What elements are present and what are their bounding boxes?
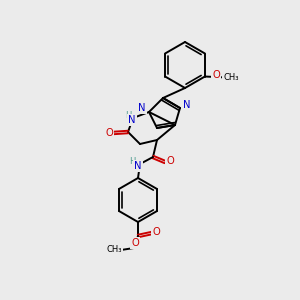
Text: N: N <box>134 161 142 171</box>
Text: O: O <box>212 70 220 80</box>
Text: O: O <box>152 227 160 237</box>
Text: H: H <box>129 158 135 166</box>
Text: N: N <box>128 115 136 125</box>
Text: H: H <box>125 110 131 119</box>
Text: N: N <box>183 100 191 110</box>
Text: O: O <box>166 156 174 166</box>
Text: N: N <box>138 103 146 113</box>
Text: O: O <box>131 238 139 248</box>
Text: O: O <box>105 128 113 138</box>
Text: CH₃: CH₃ <box>106 244 122 253</box>
Text: CH₃: CH₃ <box>223 73 239 82</box>
